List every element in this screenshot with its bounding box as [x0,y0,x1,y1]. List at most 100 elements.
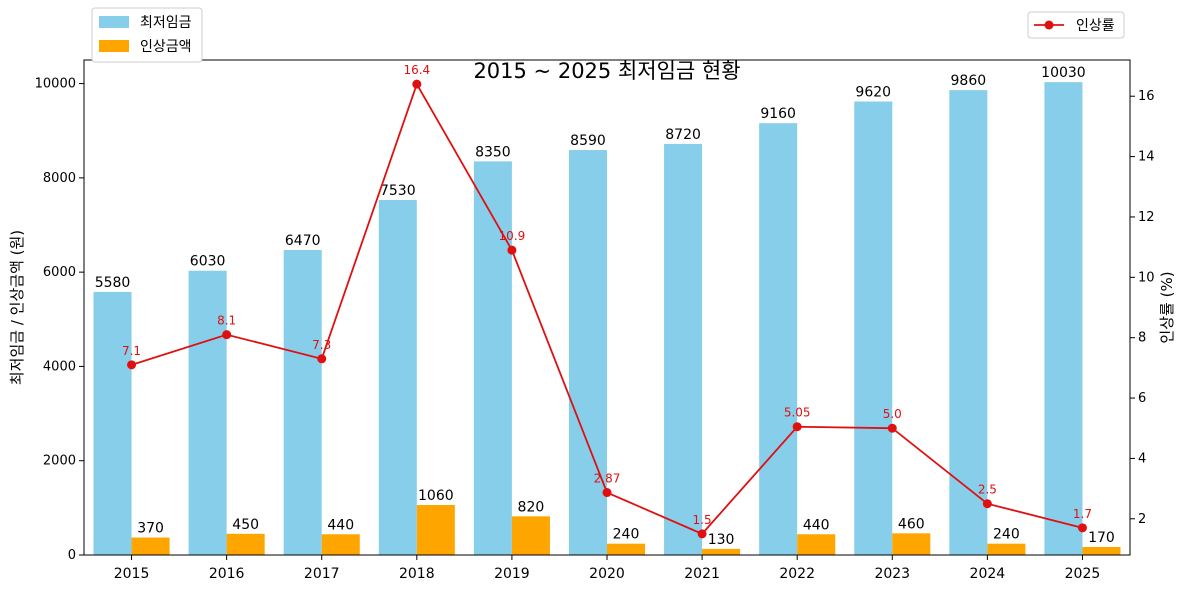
rate-point [412,79,422,89]
rate-label: 16.4 [403,63,430,77]
x-tick-label: 2015 [114,566,150,582]
rate-label: 8.1 [217,314,236,328]
bar-label-increase-amount: 240 [993,527,1020,543]
x-tick-label: 2016 [209,566,245,582]
rate-label: 1.5 [693,513,712,527]
bar-increase-amount [797,534,836,555]
y2-tick-label: 4 [1138,451,1146,466]
x-tick-label: 2021 [684,566,720,582]
bar-min-wage [664,143,703,555]
bar-increase-amount [987,543,1026,555]
rate-label: 7.3 [312,338,331,352]
bar-increase-amount [702,548,741,555]
bar-increase-amount [892,533,931,555]
x-tick-label: 2019 [494,566,530,582]
rate-point [317,354,327,364]
rate-point [697,529,707,539]
rate-point [222,330,232,340]
axes-layer: 0 2000 4000 6000 8000 10000 2 4 6 8 10 12 14 16 2015 20… [35,59,1155,582]
bar-label-min-wage: 9160 [760,106,796,122]
rate-label: 5.05 [784,406,811,420]
x-tick-label: 2018 [399,566,435,582]
bar-increase-amount [607,543,646,555]
rate-point [602,488,612,498]
y2-tick-label: 12 [1138,210,1155,225]
bar-increase-amount [416,505,455,555]
bar-label-min-wage: 9620 [855,84,891,100]
legend-label: 인상률 [1076,18,1115,34]
y2-axis-label: 인상률 (%) [1158,271,1176,343]
y-tick-label: 2000 [43,454,76,469]
legend-marker [1044,20,1054,30]
bar-min-wage [283,249,322,555]
y-tick-label: 4000 [43,359,76,374]
bar-label-increase-amount: 440 [803,517,830,533]
rate-point [982,499,992,509]
rate-point [507,245,517,255]
legend-label: 인상금액 [140,39,192,55]
y2-tick-label: 16 [1138,89,1155,104]
bar-label-increase-amount: 370 [137,521,164,537]
bar-increase-amount [131,537,170,555]
bar-label-min-wage: 7530 [380,183,416,199]
bar-label-increase-amount: 460 [898,516,925,532]
bar-label-increase-amount: 240 [613,527,640,543]
bar-label-min-wage: 6470 [285,233,321,249]
rate-label: 2.5 [978,483,997,497]
bars-layer: 5580 6030 6470 7530 8350 8590 8720 9160 9620 9860… [93,65,1121,556]
x-tick-label: 2023 [874,566,910,582]
y2-tick-label: 2 [1138,512,1146,527]
legend-label: 최저임금 [140,15,192,31]
y2-tick-label: 10 [1138,270,1155,285]
bar-label-min-wage: 8590 [570,133,606,149]
x-tick-label: 2025 [1065,566,1101,582]
bar-min-wage [188,270,227,555]
x-tick-label: 2022 [779,566,815,582]
bar-label-increase-amount: 170 [1088,530,1115,546]
rate-point [127,360,137,370]
y-tick-label: 10000 [35,77,76,92]
bar-min-wage [854,101,893,555]
bar-label-min-wage: 8350 [475,144,511,160]
bar-min-wage [378,200,417,555]
bar-label-increase-amount: 130 [708,532,735,548]
rate-point [887,423,897,433]
y-tick-label: 0 [68,548,76,563]
legend-box [1027,11,1125,39]
bar-label-min-wage: 10030 [1041,65,1086,81]
bar-label-min-wage: 8720 [665,127,701,143]
bar-increase-amount [226,533,265,555]
rate-point [792,422,802,432]
rate-label: 2.87 [594,472,621,486]
rate-line-layer: 7.1 8.1 7.3 16.4 10.9 2.87 1.5 5.05 5.0 2.5 1.7 [122,63,1092,539]
rate-label: 1.7 [1073,507,1092,521]
bar-min-wage [568,150,607,556]
rate-point [1077,523,1087,533]
bar-min-wage [1044,82,1083,556]
y-tick-label: 8000 [43,171,76,186]
bar-min-wage [473,161,512,555]
bar-min-wage [93,291,132,555]
bar-label-increase-amount: 450 [232,517,259,533]
legend-swatch [99,40,129,52]
y-axis-label: 최저임금 / 인상금액 (원) [8,230,26,385]
bar-label-increase-amount: 1060 [418,488,454,504]
bar-label-increase-amount: 820 [518,499,545,515]
x-tick-label: 2017 [304,566,340,582]
bar-label-min-wage: 6030 [190,254,226,270]
y-tick-label: 6000 [43,265,76,280]
bar-increase-amount [321,534,360,555]
x-tick-label: 2024 [970,566,1006,582]
y2-tick-label: 8 [1138,331,1146,346]
bar-increase-amount [511,516,550,555]
rate-label: 5.0 [883,407,902,421]
bar-increase-amount [1082,546,1121,555]
chart-title: 2015 ~ 2025 최저임금 현황 [473,59,740,83]
y2-tick-label: 14 [1138,150,1155,165]
y2-tick-label: 6 [1138,391,1146,406]
bar-min-wage [759,123,798,556]
rate-label: 10.9 [499,229,526,243]
bar-label-increase-amount: 440 [327,517,354,533]
